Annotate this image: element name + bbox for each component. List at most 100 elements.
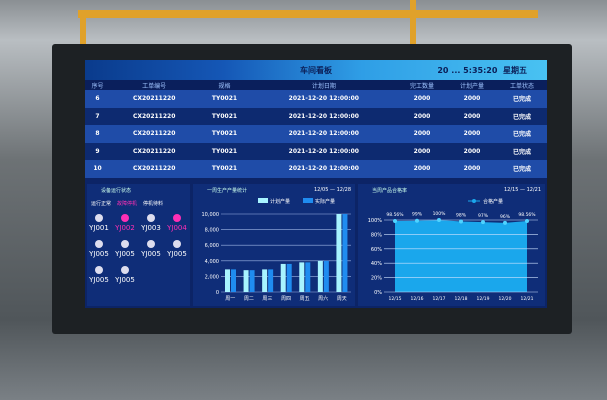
column-header: 完工数量	[397, 80, 447, 90]
data-label: 99%	[412, 212, 423, 218]
x-tick-label: 12/16	[411, 296, 424, 302]
table-cell: 2000	[447, 160, 497, 178]
datetime: 20 ... 5:35:20	[437, 66, 498, 75]
area-fill	[395, 220, 527, 292]
bar	[249, 270, 255, 292]
x-tick-label: 周五	[300, 296, 310, 302]
bar	[342, 214, 348, 292]
legend-item: 故障停机	[117, 201, 138, 207]
table-cell: 2021-12-20 12:00:00	[250, 107, 398, 125]
y-tick-label: 4,000	[205, 259, 219, 265]
weekday: 星期五	[503, 66, 527, 75]
bar	[317, 260, 323, 292]
gear-icon	[173, 240, 181, 248]
device-name: YJ005	[115, 250, 135, 258]
table-row[interactable]: 7 CX20211220 TY0021 2021-12-20 12:00:00 2000…	[85, 107, 547, 125]
date-range: 12/05 — 12/28	[314, 187, 351, 193]
bar	[336, 214, 342, 292]
table-cell: 2000	[447, 125, 497, 143]
table-cell: 2000	[397, 90, 447, 108]
legend-item: 运行正常	[91, 201, 112, 207]
device-status-panel: 设备运行状态 运行正常 故障停机 停机待料 YJ001 YJ002 YJ003 YJ004…	[87, 184, 190, 306]
device-yj005[interactable]: YJ005	[137, 240, 165, 258]
table-cell: TY0021	[198, 125, 251, 143]
table-cell: 10	[85, 160, 110, 178]
table-row[interactable]: 8 CX20211220 TY0021 2021-12-20 12:00:00 2000…	[85, 125, 547, 143]
device-yj003[interactable]: YJ003	[137, 214, 165, 232]
device-yj005[interactable]: YJ005	[111, 240, 139, 258]
header-bar: 车间看板 20 ... 5:35:20 星期五	[85, 60, 547, 80]
table-cell: 已完成	[496, 125, 547, 143]
panel-title: 当周产品合格率	[372, 188, 408, 194]
dashboard-screen: 车间看板 20 ... 5:35:20 星期五 序号 工单编号 规格 计划日期 完工数量…	[85, 60, 547, 308]
bar	[268, 269, 274, 292]
device-yj005[interactable]: YJ005	[111, 266, 139, 284]
column-header: 计划日期	[250, 80, 398, 90]
data-point	[415, 218, 419, 223]
table-cell: TY0021	[198, 107, 251, 125]
table-row[interactable]: 10 CX20211220 TY0021 2021-12-20 12:00:00 200…	[85, 160, 547, 178]
gear-icon	[121, 240, 129, 248]
y-tick-label: 0	[216, 290, 219, 296]
y-tick-label: 0%	[374, 290, 382, 296]
table-row[interactable]: 9 CX20211220 TY0021 2021-12-20 12:00:00 2000…	[85, 142, 547, 160]
device-yj005[interactable]: YJ005	[85, 266, 113, 284]
data-label: 97%	[478, 213, 489, 219]
device-name: YJ001	[89, 224, 109, 232]
table-cell: 2021-12-20 12:00:00	[250, 160, 398, 178]
x-tick-label: 12/18	[455, 296, 468, 302]
page-title: 车间看板	[300, 66, 332, 75]
device-yj005[interactable]: YJ005	[163, 240, 191, 258]
table-row[interactable]: 6 CX20211220 TY0021 2021-12-20 12:00:00 2000…	[85, 90, 547, 108]
legend-swatch	[303, 198, 313, 203]
gear-icon	[95, 266, 103, 274]
table-cell: 2000	[447, 142, 497, 160]
data-label: 96%	[500, 214, 511, 220]
table-cell: CX20211220	[110, 125, 199, 143]
table-cell: 2000	[447, 90, 497, 108]
column-header: 规格	[198, 80, 251, 90]
gear-icon	[147, 240, 155, 248]
table-cell: 已完成	[496, 107, 547, 125]
table-cell: 2000	[397, 107, 447, 125]
legend-label: 计划产量	[270, 198, 290, 205]
table-cell: CX20211220	[110, 107, 199, 125]
y-tick-label: 80%	[371, 232, 382, 238]
table-cell: TY0021	[198, 142, 251, 160]
device-name: YJ005	[89, 250, 109, 258]
device-yj005[interactable]: YJ005	[85, 240, 113, 258]
table-cell: 2021-12-20 12:00:00	[250, 90, 398, 108]
legend-item: 停机待料	[143, 201, 164, 207]
y-tick-label: 60%	[371, 247, 382, 253]
device-legend: 运行正常 故障停机 停机待料	[91, 200, 163, 207]
data-point	[393, 219, 397, 224]
x-tick-label: 12/19	[477, 296, 490, 302]
bar	[225, 269, 230, 292]
table-cell: 已完成	[496, 90, 547, 108]
data-point	[437, 218, 441, 222]
y-tick-label: 100%	[368, 218, 383, 224]
table-cell: TY0021	[198, 90, 251, 108]
device-yj002[interactable]: YJ002	[111, 214, 139, 232]
table-cell: 7	[85, 107, 110, 125]
device-name: YJ005	[141, 250, 161, 258]
device-yj004[interactable]: YJ004	[163, 214, 191, 232]
table-cell: 6	[85, 90, 110, 108]
table-cell: 已完成	[496, 142, 547, 160]
work-order-table: 序号 工单编号 规格 计划日期 完工数量 计划产量 工单状态 6 CX20211220 TY00…	[85, 80, 547, 178]
data-point	[525, 219, 529, 224]
device-yj001[interactable]: YJ001	[85, 214, 113, 232]
area-chart: 合格产量0%20%40%60%80%100%98.56%12/1599%12/1…	[368, 198, 538, 302]
panel-title: 设备运行状态	[101, 188, 132, 194]
table-cell: CX20211220	[110, 90, 199, 108]
gear-icon	[95, 240, 103, 248]
weekly-output-panel: 一周生产产量统计 12/05 — 12/28 计划产量 实际产量 0 2,000 4,0…	[193, 184, 355, 306]
table-cell: 2000	[397, 125, 447, 143]
legend-label: 合格产量	[483, 198, 503, 205]
x-tick-label: 周天	[337, 296, 347, 302]
x-tick-label: 12/17	[433, 296, 446, 302]
device-name: YJ004	[167, 224, 187, 232]
x-tick-label: 周六	[318, 295, 328, 302]
device-name: YJ005	[167, 250, 187, 258]
column-header: 计划产量	[447, 80, 497, 90]
